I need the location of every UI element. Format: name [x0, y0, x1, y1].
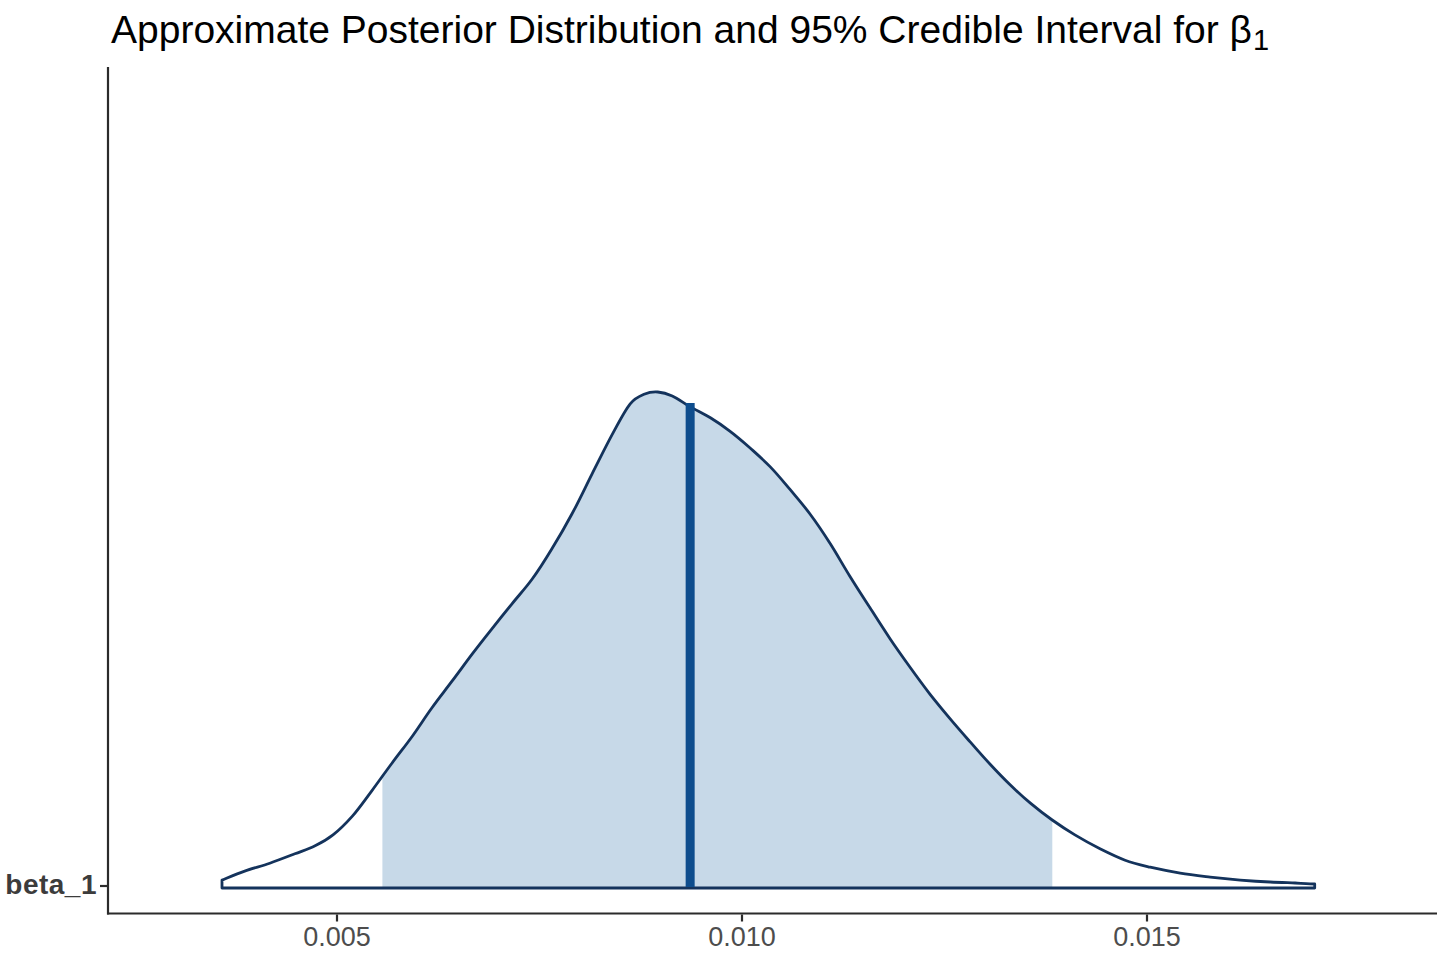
- x-tick-label-0015: 0.015: [1087, 922, 1207, 953]
- y-axis-category-label: beta_1: [0, 869, 97, 901]
- axis-tick-marks: [100, 886, 1147, 922]
- plot-area: [0, 0, 1440, 960]
- x-tick-label-0010: 0.010: [682, 922, 802, 953]
- x-tick-label-0005: 0.005: [277, 922, 397, 953]
- posterior-density-chart: Approximate Posterior Distribution and 9…: [0, 0, 1440, 960]
